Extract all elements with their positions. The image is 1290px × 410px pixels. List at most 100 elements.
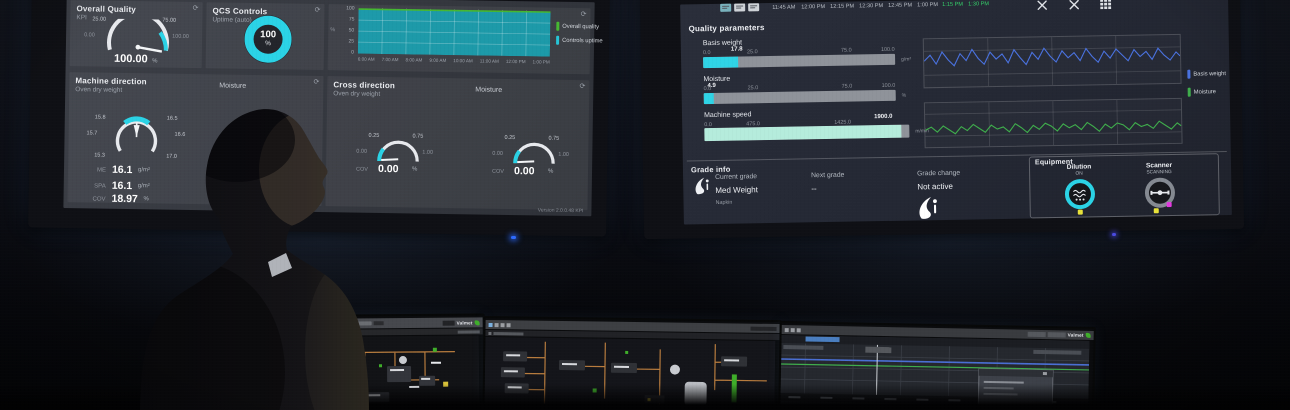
panel-title: Machine direction (75, 76, 147, 87)
version-label: Version 2.0.0.48 KPI (537, 207, 584, 215)
donut-value: 100 % (260, 29, 277, 47)
grade-change-label: Grade change (917, 169, 961, 178)
hair-shadow (179, 109, 295, 182)
basis-weight-bar (703, 53, 896, 69)
machine-speed-bar (704, 124, 910, 142)
bar-fill (703, 56, 738, 69)
gauge-value: 100.00 % (113, 52, 158, 66)
gauge-tick: 15.8 (94, 114, 106, 121)
timeline-tick: 11:45 AM (772, 4, 796, 11)
timeline-tick: 12:30 PM (859, 3, 884, 10)
panel-title: Cross direction (333, 80, 396, 91)
moisture-bar (703, 89, 896, 105)
grid-icon[interactable] (1100, 0, 1112, 10)
gauge-tick: 100.00 (172, 33, 189, 40)
y-tick: 25 (348, 38, 355, 45)
grade-change-value: Not active (917, 181, 953, 192)
timeline-tick: 1:00 PM (917, 2, 939, 9)
legend-basis-weight: Basis weight (1187, 69, 1226, 79)
equipment-status: ON (1075, 171, 1083, 177)
gauge-tick: 15.3 (94, 152, 105, 159)
power-led (1112, 233, 1116, 236)
legend-swatch (1187, 87, 1191, 97)
reading-label: SPA (94, 183, 106, 190)
param-name: Moisture (703, 75, 731, 84)
timeline-tick: 12:15 PM (830, 3, 855, 10)
equipment-name: Dilution (1066, 163, 1092, 171)
uptime-chart-panel: ⟳ 100 75 50 25 0 % (327, 4, 603, 75)
timeline-tick-active: 1:30 PM (968, 1, 990, 8)
brand-label: Valmet (1067, 332, 1084, 338)
right-dashboard-screen: 11:45 AM 12:00 PM 12:15 PM 12:30 PM 12:4… (680, 0, 1232, 225)
refresh-icon[interactable]: ⟳ (580, 11, 587, 19)
scanner-equipment-icon (1144, 177, 1175, 208)
brand-mark-icon (474, 319, 480, 325)
legend-swatch (556, 35, 560, 45)
gauge-tick: 15.7 (86, 130, 98, 137)
toolbar-button[interactable] (734, 3, 746, 12)
param-marker-value: 17.8 (730, 46, 743, 53)
y-tick: 50 (348, 27, 355, 34)
qcs-controls-panel: QCS Controls Uptime (auto) ⟳ 100 % (205, 2, 325, 71)
toolbar-button[interactable] (748, 3, 760, 12)
brand-label: Valmet (456, 319, 473, 326)
power-led (511, 236, 516, 239)
right-dashboard-monitor: 11:45 AM 12:00 PM 12:15 PM 12:30 PM 12:4… (639, 0, 1245, 240)
cd-moisture-gauge: 0.25 0.75 0.00 1.00 COV 0.00 % (491, 134, 570, 178)
section-heading: Quality parameters (688, 23, 765, 34)
panel-title: Overall Quality (76, 4, 137, 15)
y-tick: 75 (348, 16, 355, 23)
refresh-icon[interactable]: ⟳ (313, 78, 320, 87)
brand-mark-icon (1085, 332, 1091, 338)
person-silhouette (140, 109, 369, 410)
y-axis-label: % (330, 27, 336, 34)
column-header: Moisture (219, 82, 247, 90)
next-grade-label: Next grade (811, 171, 845, 180)
scanner-icon[interactable] (1036, 0, 1048, 11)
uptime-area-chart (357, 7, 551, 57)
param-marker-value: 1900.0 (874, 113, 893, 121)
refresh-icon[interactable]: ⟳ (579, 83, 586, 91)
gauge-tick: 0.00 (84, 32, 95, 39)
refresh-icon[interactable]: ⟳ (314, 6, 321, 15)
toolbar-button[interactable] (720, 3, 732, 12)
grade-logo-icon (919, 196, 937, 219)
timeline-tick: 12:45 PM (888, 2, 913, 9)
legend-swatch (1187, 69, 1191, 79)
equipment-status: SCANNING (1146, 169, 1172, 176)
panel-subtitle: KPI (76, 14, 87, 22)
y-tick: 100 (346, 5, 355, 12)
current-grade-sub: Napkin (715, 199, 733, 206)
alarm-badge (1077, 209, 1083, 215)
bar-fill (703, 92, 714, 105)
reading-label: COV (92, 196, 106, 203)
timeline-tick-active: 1:15 PM (942, 1, 964, 8)
param-name: Machine speed (703, 111, 752, 120)
timeline-tick: 12:00 PM (801, 4, 826, 11)
legend-moisture: Moisture (1187, 87, 1216, 97)
current-grade-label: Current grade (715, 173, 758, 181)
x-axis: 6:00 AM 7:00 AM 8:00 AM 9:00 AM 10:00 AM 11… (357, 56, 550, 65)
bar-fill (704, 124, 902, 142)
alarm-badge (1153, 208, 1159, 214)
refresh-icon[interactable]: ⟳ (192, 5, 199, 13)
legend-swatch (556, 21, 560, 31)
equipment-name: Scanner (1145, 161, 1173, 170)
gauge-tick: 75.00 (162, 17, 177, 24)
overall-quality-panel: Overall Quality KPI ⟳ 25.00 75.00 0.00 1… (69, 0, 203, 69)
moisture-trend-chart (923, 97, 1183, 149)
column-header: Moisture (475, 86, 503, 94)
y-tick: 0 (351, 49, 354, 56)
current-grade-value: Med Weight (715, 185, 758, 195)
legend-overall-quality: Overall quality (556, 21, 599, 32)
basis-weight-trend-chart (922, 33, 1182, 89)
legend-controls-uptime: Controls uptime (556, 35, 603, 46)
next-grade-value: -- (811, 184, 817, 194)
grade-logo-icon (695, 177, 709, 195)
dilution-icon (1064, 179, 1095, 210)
alarm-badge (1166, 202, 1172, 208)
scanner-icon[interactable] (1068, 0, 1080, 11)
reading-label: ME (96, 167, 107, 174)
gauge-tick: 25.00 (92, 16, 107, 23)
